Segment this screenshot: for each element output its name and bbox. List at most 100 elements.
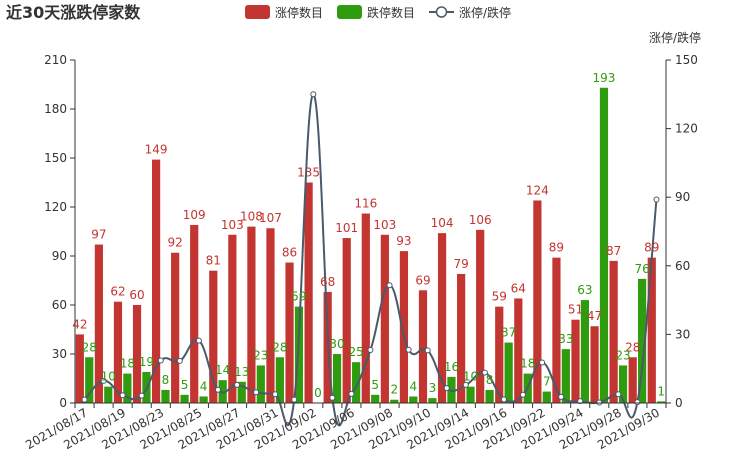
ratio-point	[310, 91, 317, 98]
bar-limit-up	[437, 233, 447, 403]
bar-limit-down	[638, 278, 647, 403]
bar-limit-up	[94, 244, 103, 403]
ratio-point	[157, 357, 164, 364]
label-limit-up: 62	[110, 285, 125, 299]
bar-limit-up	[190, 224, 199, 403]
ratio-point	[272, 391, 279, 398]
ratio-point	[615, 391, 622, 398]
left-tick-label: 30	[52, 347, 67, 361]
bar-limit-down	[256, 365, 265, 403]
bar-limit-down	[657, 401, 666, 403]
label-limit-up: 42	[72, 317, 87, 331]
bar-limit-down	[599, 87, 609, 404]
label-limit-up: 149	[145, 143, 168, 157]
label-limit-up: 103	[373, 218, 396, 232]
label-limit-down: 193	[593, 71, 616, 85]
label-limit-up: 81	[206, 254, 221, 268]
ratio-point	[443, 385, 450, 392]
bar-limit-up	[457, 273, 466, 403]
bar-limit-down	[161, 389, 170, 403]
ratio-point	[119, 392, 126, 399]
bar-limit-up	[285, 262, 294, 403]
bar-limit-up	[476, 229, 485, 403]
ratio-point	[520, 391, 527, 398]
ratio-point	[138, 392, 145, 399]
label-limit-down: 10	[463, 370, 478, 384]
bar-limit-up	[228, 234, 237, 403]
ratio-point	[558, 393, 565, 400]
ratio-point	[424, 347, 431, 354]
label-limit-down: 37	[501, 326, 516, 340]
label-limit-down: 16	[444, 360, 459, 374]
bars	[75, 87, 666, 404]
label-limit-down: 23	[615, 348, 630, 362]
ratio-point	[367, 346, 374, 353]
bar-limit-down	[123, 373, 132, 403]
ratio-point	[634, 399, 641, 406]
ratio-point	[100, 377, 107, 384]
label-limit-up: 109	[183, 208, 206, 222]
chart-title: 近30天涨跌停家数	[6, 3, 141, 22]
label-limit-down: 28	[82, 340, 97, 354]
legend-label-0: 涨停数目	[275, 5, 323, 20]
bar-limit-up	[113, 301, 123, 403]
right-axis-name: 涨停/跌停	[649, 30, 701, 45]
legend-swatch-marker	[435, 6, 448, 18]
bar-limit-down	[390, 399, 399, 403]
bar-limit-down	[218, 380, 227, 403]
label-limit-down: 59	[291, 290, 306, 304]
bar-limit-up	[609, 260, 618, 403]
label-limit-up: 79	[453, 257, 468, 271]
bar-limit-up	[628, 357, 637, 403]
bar-limit-down	[371, 394, 380, 403]
bar-limit-up	[75, 334, 84, 403]
bar-limit-down	[85, 357, 94, 403]
label-limit-down: 8	[162, 373, 170, 387]
label-limit-up: 108	[240, 210, 263, 224]
left-tick-label: 60	[52, 298, 67, 312]
ratio-point	[386, 282, 393, 289]
label-limit-down: 13	[234, 365, 249, 379]
right-tick-label: 30	[675, 327, 690, 341]
bar-limit-down	[294, 306, 304, 403]
label-limit-up: 28	[625, 340, 640, 354]
label-limit-up: 89	[644, 241, 659, 255]
bar-limit-up	[399, 251, 409, 403]
bar-limit-up	[342, 238, 351, 403]
ratio-point	[253, 389, 260, 396]
legend-swatch-0	[245, 5, 270, 19]
label-limit-down: 4	[200, 379, 208, 393]
label-limit-up: 101	[335, 221, 358, 235]
label-limit-down: 5	[181, 378, 189, 392]
bar-limit-up	[171, 252, 180, 403]
ratio-point	[653, 196, 660, 203]
legend-label-2: 涨停/跌停	[459, 5, 511, 20]
left-tick-label: 210	[44, 53, 67, 67]
bar-limit-up	[533, 200, 542, 403]
label-limit-down: 18	[520, 357, 535, 371]
bar-limit-down	[332, 354, 342, 403]
ratio-line-path	[83, 93, 658, 427]
ratio-point	[481, 369, 488, 376]
bar-limit-up	[552, 257, 561, 403]
left-tick-label: 150	[44, 151, 67, 165]
legend[interactable]: 涨停数目 跌停数目 涨停/跌停	[245, 5, 511, 20]
label-limit-up: 47	[587, 309, 602, 323]
bar-limit-down	[237, 381, 246, 403]
bar-limit-up	[495, 306, 504, 403]
bar-limit-down	[580, 300, 590, 403]
right-tick-label: 90	[675, 190, 690, 204]
legend-label-1: 跌停数目	[367, 5, 415, 20]
label-limit-up: 107	[259, 211, 282, 225]
label-limit-up: 87	[606, 244, 621, 258]
bar-limit-up	[647, 257, 656, 403]
label-limit-up: 59	[492, 290, 507, 304]
ratio-line	[81, 91, 660, 427]
ratio-point	[462, 381, 469, 388]
bar-limit-down	[618, 365, 628, 403]
label-limit-up: 135	[297, 166, 320, 180]
right-tick-label: 150	[675, 53, 698, 67]
label-limit-up: 89	[549, 241, 564, 255]
